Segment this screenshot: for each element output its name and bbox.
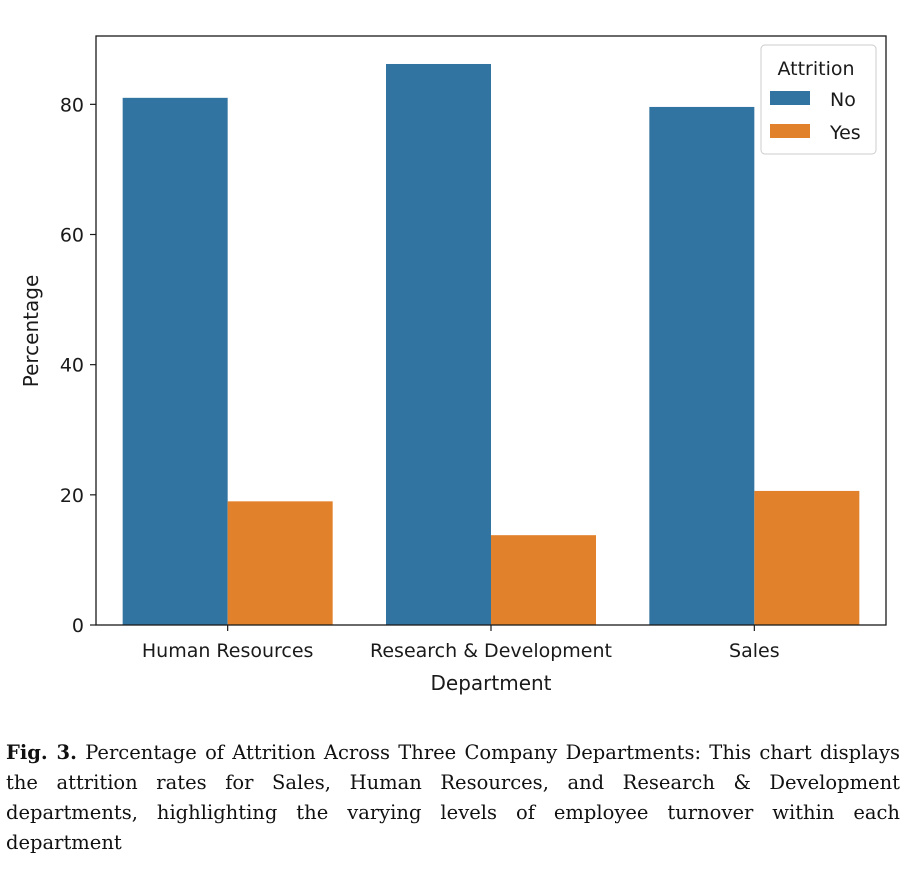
x-tick-label-1: Research & Development [370,640,612,662]
legend: Attrition No Yes [760,44,877,155]
y-tick-label-0: 0 [72,615,84,637]
x-axis-label: Department [430,671,551,695]
bar-yes-2 [754,490,860,625]
legend-title: Attrition [777,58,854,80]
y-tick-label-4: 80 [60,94,84,116]
bar-yes-0 [227,501,333,625]
legend-swatch-no [770,91,810,105]
bar-no-0 [122,97,228,625]
y-tick-label-3: 60 [60,225,84,247]
x-axis-ticks: Human Resources Research & Development Sal… [142,625,780,662]
y-tick-label-2: 40 [60,355,84,377]
figure-caption-label: Fig. 3. [6,741,77,764]
legend-label-yes: Yes [829,122,861,144]
y-tick-label-1: 20 [60,485,84,507]
y-axis-ticks: 0 20 40 60 80 [60,94,96,637]
attrition-bar-chart: 0 20 40 60 80 Human Resources Research & Deve… [19,35,887,695]
y-axis-label: Percentage [19,275,43,388]
x-tick-label-0: Human Resources [142,640,314,662]
legend-swatch-yes [770,124,810,138]
figure-caption-text: Percentage of Attrition Across Three Com… [6,741,901,854]
bars-group [122,63,860,626]
figure-caption: Fig. 3. Percentage of Attrition Across T… [6,738,900,858]
bar-no-1 [386,63,491,625]
legend-label-no: No [830,89,856,111]
x-tick-label-2: Sales [729,640,780,662]
bar-yes-1 [491,535,596,625]
bar-no-2 [649,106,755,626]
